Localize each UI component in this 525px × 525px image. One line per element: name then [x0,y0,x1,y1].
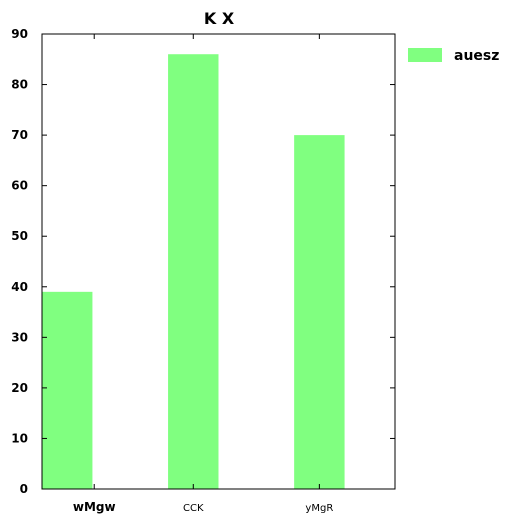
xtick-label-yMgR: yMgR [305,503,333,514]
legend-swatch [408,48,442,62]
ytick-label: 30 [11,330,28,344]
bar-CCK [168,54,219,489]
xtick-label-CCK: CCK [183,503,204,514]
ytick-label: 90 [11,27,28,41]
ytick-label: 0 [20,482,28,496]
ytick-label: 70 [11,128,28,142]
bar-wMgw [42,291,93,489]
xtick-label-wMgw: wMgw [73,500,116,514]
ytick-label: 10 [11,431,28,445]
bars-layer [42,54,345,490]
legend-label-auesz: auesz [454,48,499,64]
chart-title: K X [204,9,235,28]
ytick-label: 60 [11,179,28,193]
ytick-label: 80 [11,78,28,92]
plot-frame [41,33,396,490]
ytick-label: 40 [11,280,28,294]
bar-yMgR [294,135,345,490]
legend: auesz [408,48,499,64]
ytick-label: 20 [11,381,28,395]
axes-layer: 0 10 20 30 40 50 60 70 80 90 wMgw CCK yMgR [11,27,395,514]
ytick-label: 50 [11,229,28,243]
